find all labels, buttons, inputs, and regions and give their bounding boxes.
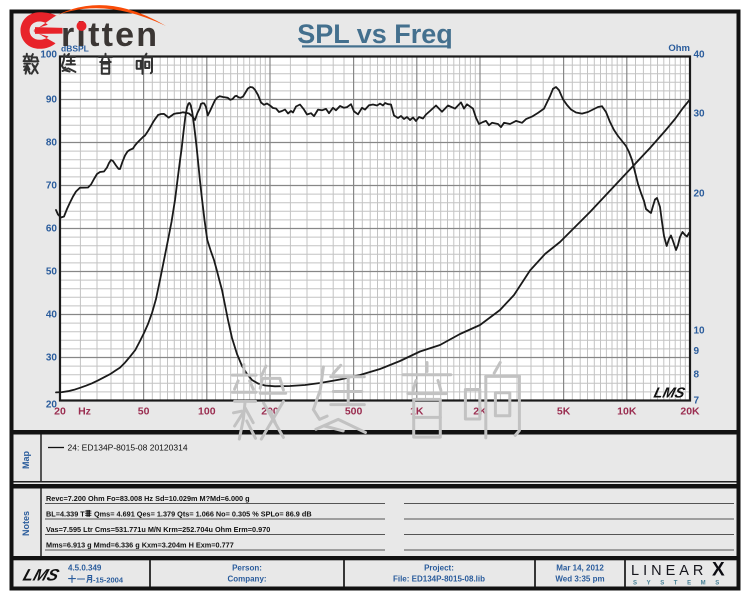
svg-text:Wed 3:35 pm: Wed 3:35 pm [555,575,604,584]
svg-text:7: 7 [694,396,700,407]
svg-text:30: 30 [46,353,58,364]
svg-text:60: 60 [46,224,58,235]
svg-text:20K: 20K [680,406,700,418]
svg-text:dBSPL: dBSPL [61,44,89,54]
svg-text:40: 40 [46,310,58,321]
svg-text:24: ED134P-8015-08 20120314: 24: ED134P-8015-08 20120314 [68,443,188,453]
svg-text:8: 8 [694,369,700,380]
svg-text:File: ED134P-8015-08.lib: File: ED134P-8015-08.lib [393,575,485,584]
svg-text:9: 9 [694,346,700,357]
svg-text:100: 100 [40,49,57,60]
svg-text:4.5.0.349: 4.5.0.349 [68,564,102,573]
svg-text:Ohm: Ohm [668,43,690,54]
svg-text:SYSTEMS: SYSTEMS [633,581,729,587]
svg-text:20: 20 [46,400,58,411]
svg-text:X: X [712,560,725,581]
svg-text:70: 70 [46,181,58,192]
svg-text:Company:: Company: [227,575,266,584]
svg-text:Notes: Notes [21,511,31,536]
svg-text:100: 100 [198,406,216,418]
svg-text:Vas=7.595 Ltr Cms=531.771u M/: Vas=7.595 Ltr Cms=531.771u M/N Krm=252.7… [46,525,270,534]
svg-text:Mms=6.913 g Mmd=6.336 g Kxm=: Mms=6.913 g Mmd=6.336 g Kxm=3.204m H Exm… [46,541,234,550]
svg-text:BL=4.339 T: BL=4.339 T [46,510,85,519]
svg-text:Map: Map [21,450,31,469]
svg-text:LMS: LMS [652,386,687,402]
svg-text:Qms= 4.691 Qes= 1.379 Qts= 1: Qms= 4.691 Qes= 1.379 Qts= 1.066 No= 0.3… [94,510,312,519]
svg-text:20: 20 [694,189,706,200]
svg-text:SPL vs Freq: SPL vs Freq [297,19,453,49]
svg-text:1K: 1K [410,406,424,418]
svg-text:40: 40 [694,50,706,61]
svg-text:Project:: Project: [424,564,454,573]
svg-text:30: 30 [694,109,706,120]
svg-text:Hz: Hz [78,406,91,418]
svg-text:LINEAR: LINEAR [631,563,707,579]
svg-text:50: 50 [138,406,150,418]
svg-text:500: 500 [345,406,363,418]
svg-text:50: 50 [46,267,58,278]
svg-text:Revc=7.200 Ohm Fo=83.008 Hz: Revc=7.200 Ohm Fo=83.008 Hz Sd=10.029m M… [46,494,250,503]
svg-text:-15-2004: -15-2004 [93,576,124,585]
svg-text:80: 80 [46,138,58,149]
svg-text:20: 20 [54,406,66,418]
svg-text:Person:: Person: [232,564,262,573]
svg-text:90: 90 [46,95,58,106]
svg-text:LMS: LMS [21,566,63,585]
svg-text:ritten: ritten [61,16,159,54]
svg-text:10K: 10K [617,406,637,418]
svg-text:Mar 14, 2012: Mar 14, 2012 [556,564,604,573]
svg-text:5K: 5K [557,406,571,418]
svg-text:10: 10 [694,325,706,336]
